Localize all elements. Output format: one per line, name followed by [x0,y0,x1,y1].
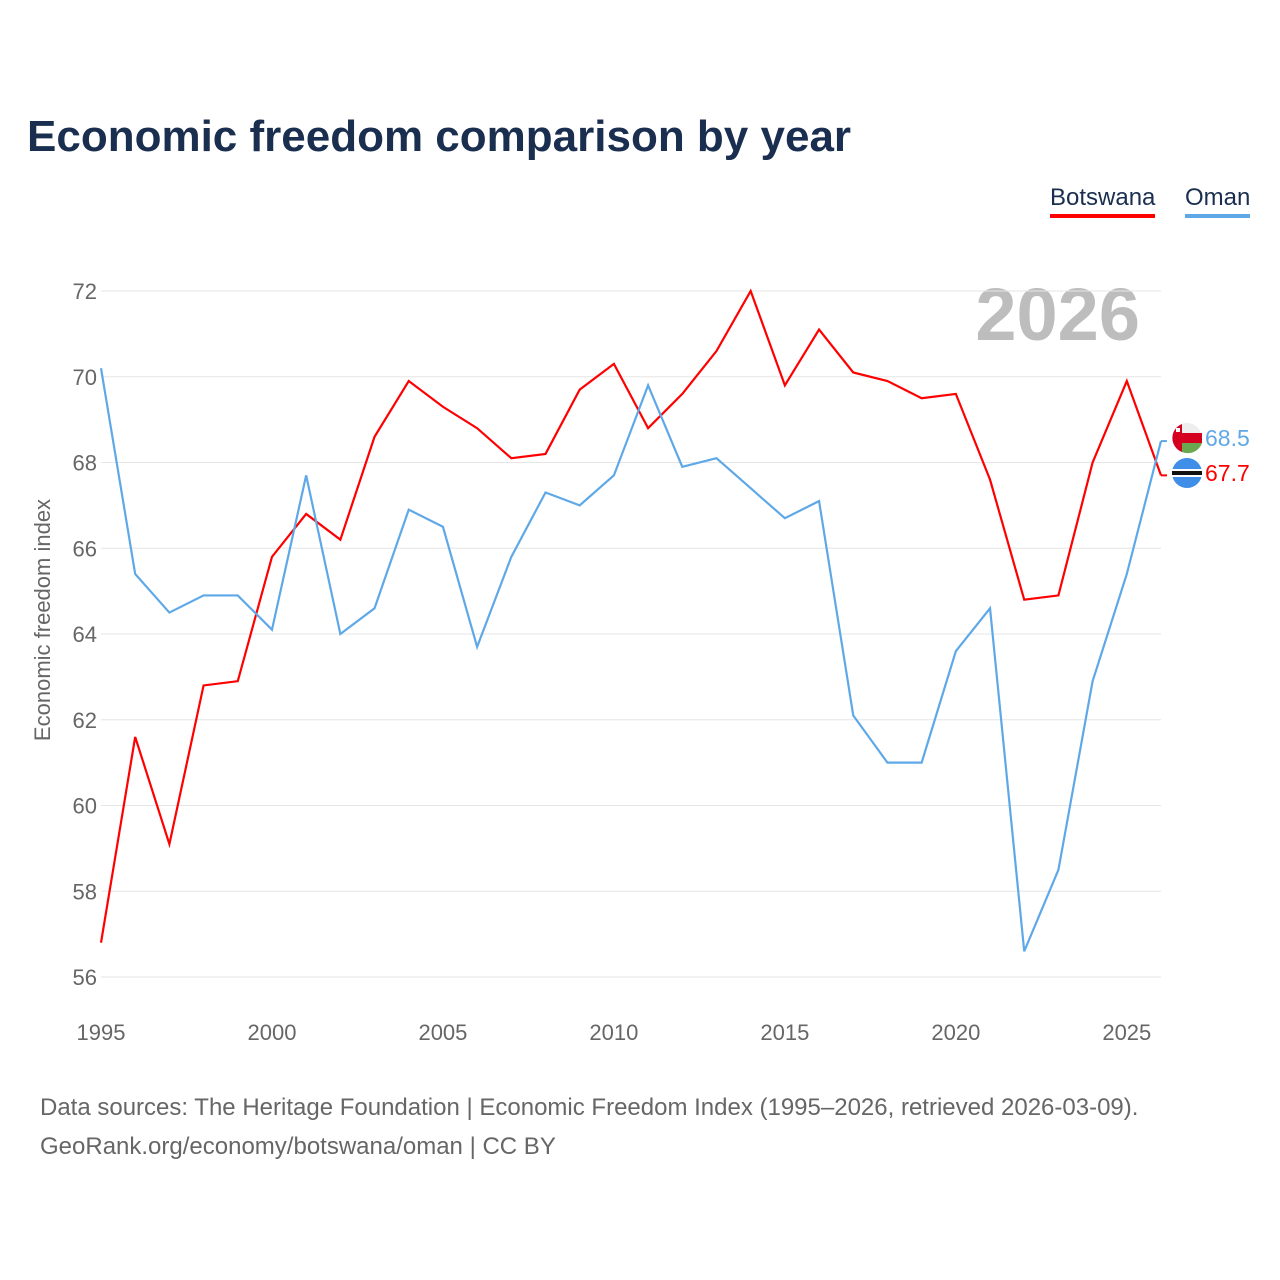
legend-oman[interactable]: Oman [1185,184,1251,218]
x-tick-label: 2000 [247,1020,296,1045]
x-tick-label: 2015 [760,1020,809,1045]
y-tick-label: 62 [73,708,97,733]
y-tick-label: 70 [73,365,97,390]
y-tick-label: 66 [73,536,97,561]
source-line-2[interactable]: GeoRank.org/economy/botswana/oman | CC B… [40,1133,556,1160]
x-tick-label: 2010 [589,1020,638,1045]
y-tick-label: 56 [73,965,97,990]
series-line-botswana [99,288,1163,943]
y-tick-label: 68 [73,451,97,476]
y-tick-label: 72 [73,279,97,304]
series-line-oman [99,367,1163,952]
y-tick-label: 58 [73,879,97,904]
source-note: Data sources: The Heritage Foundation | … [40,1088,1138,1166]
x-tick-label: 2025 [1102,1020,1151,1045]
y-tick-label: 64 [73,622,97,647]
oman-flag-red-band [1182,433,1202,443]
x-tick-label: 1995 [77,1020,126,1045]
end-label-oman: 68.5 [1205,425,1250,451]
botswana-flag-black [1172,471,1202,475]
x-tick-label: 2005 [418,1020,467,1045]
oman-flag-green [1182,443,1202,454]
oman-emblem [1176,428,1180,432]
source-line-1: Data sources: The Heritage Foundation | … [40,1094,1139,1121]
chart-title: Economic freedom comparison by year [27,112,852,161]
y-tick-label: 60 [73,794,97,819]
year-watermark: 2026 [975,273,1140,356]
end-label-botswana: 67.7 [1205,460,1250,486]
y-axis-label: Economic freedom index [30,499,55,741]
legend-botswana[interactable]: Botswana [1050,184,1156,218]
x-tick-label: 2020 [931,1020,980,1045]
